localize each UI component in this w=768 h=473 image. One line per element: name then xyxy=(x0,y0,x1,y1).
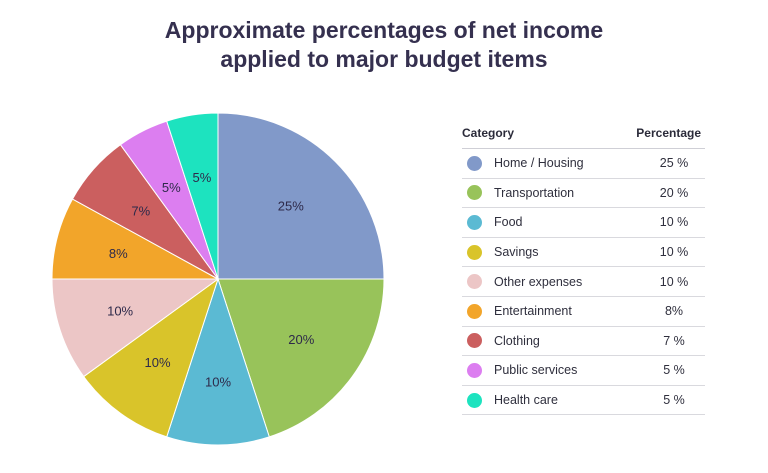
slice-label-7: 7% xyxy=(131,203,150,218)
legend-row: Clothing 7 % xyxy=(462,327,705,357)
pie-slice-3 xyxy=(166,277,270,446)
legend-color-dot xyxy=(467,214,482,230)
legend-color-dot xyxy=(467,333,482,349)
legend-percentage: 8% xyxy=(664,304,684,319)
legend-percentage: 20 % xyxy=(659,185,689,200)
legend-category: Clothing xyxy=(494,333,540,348)
legend-row: Food 10 % xyxy=(462,208,705,238)
pie-slice-4 xyxy=(83,277,219,438)
legend-percentage: 10 % xyxy=(659,274,689,289)
pie-slice-9 xyxy=(166,112,219,280)
legend-row: Health care 5 % xyxy=(462,386,705,416)
legend-percentage: 5 % xyxy=(663,363,685,378)
slice-label-4: 10% xyxy=(144,355,170,370)
legend-row: Other expenses 10 % xyxy=(462,267,705,297)
pie-slice-1 xyxy=(217,112,385,280)
slice-label-3: 10% xyxy=(205,374,231,389)
legend-percentage: 25 % xyxy=(659,156,689,171)
legend-row: Transportation 20 % xyxy=(462,179,705,209)
chart-title-line-2: applied to major budget items xyxy=(220,46,548,72)
pie-slice-2 xyxy=(217,278,385,438)
legend-category: Public services xyxy=(494,363,578,378)
legend-color-dot xyxy=(467,155,482,171)
chart-title-line-1: Approximate percentages of net income xyxy=(164,17,604,43)
legend-row: Home / Housing 25 % xyxy=(462,149,705,179)
legend-category: Transportation xyxy=(494,185,575,200)
legend-category: Other expenses xyxy=(494,274,583,289)
legend-category: Food xyxy=(494,215,523,230)
category-header: Category xyxy=(462,126,515,140)
legend-percentage: 10 % xyxy=(659,245,689,260)
legend-rows: Home / Housing 25 % Transportation 20 % Food… xyxy=(462,149,705,416)
slice-label-8: 5% xyxy=(162,180,181,195)
legend-category: Home / Housing xyxy=(494,156,584,171)
legend-row: Public services 5 % xyxy=(462,356,705,386)
pie-slice-5 xyxy=(51,278,220,378)
legend-category: Entertainment xyxy=(494,304,572,319)
percentage-header: Percentage xyxy=(636,126,701,140)
chart-title: Approximate percentages of net income ap… xyxy=(0,16,768,74)
legend-percentage: 7 % xyxy=(663,333,685,348)
legend-color-dot xyxy=(467,362,482,378)
legend-row: Entertainment 8% xyxy=(462,297,705,327)
legend-row: Savings 10 % xyxy=(462,238,705,268)
legend-color-dot xyxy=(467,185,482,201)
legend-category: Savings xyxy=(494,245,539,260)
pie-chart: 25% 20% 10% 10% 10% 8% 7% 5% 5% xyxy=(51,112,385,446)
legend-color-dot xyxy=(467,392,482,408)
legend-color-dot xyxy=(467,303,482,319)
slice-label-9: 5% xyxy=(193,170,212,185)
legend-category: Health care xyxy=(494,393,558,408)
slice-label-1: 25% xyxy=(278,199,304,214)
legend-color-dot xyxy=(467,244,482,260)
legend-table: Category Percentage Home / Housing 25 % Tr… xyxy=(462,118,705,416)
slice-label-5: 10% xyxy=(107,303,133,318)
legend-color-dot xyxy=(467,274,482,290)
legend-header: Category Percentage xyxy=(462,118,705,149)
legend-percentage: 10 % xyxy=(659,215,689,230)
slice-label-2: 20% xyxy=(288,332,314,347)
slice-label-6: 8% xyxy=(109,246,128,261)
legend-percentage: 5 % xyxy=(663,393,685,408)
